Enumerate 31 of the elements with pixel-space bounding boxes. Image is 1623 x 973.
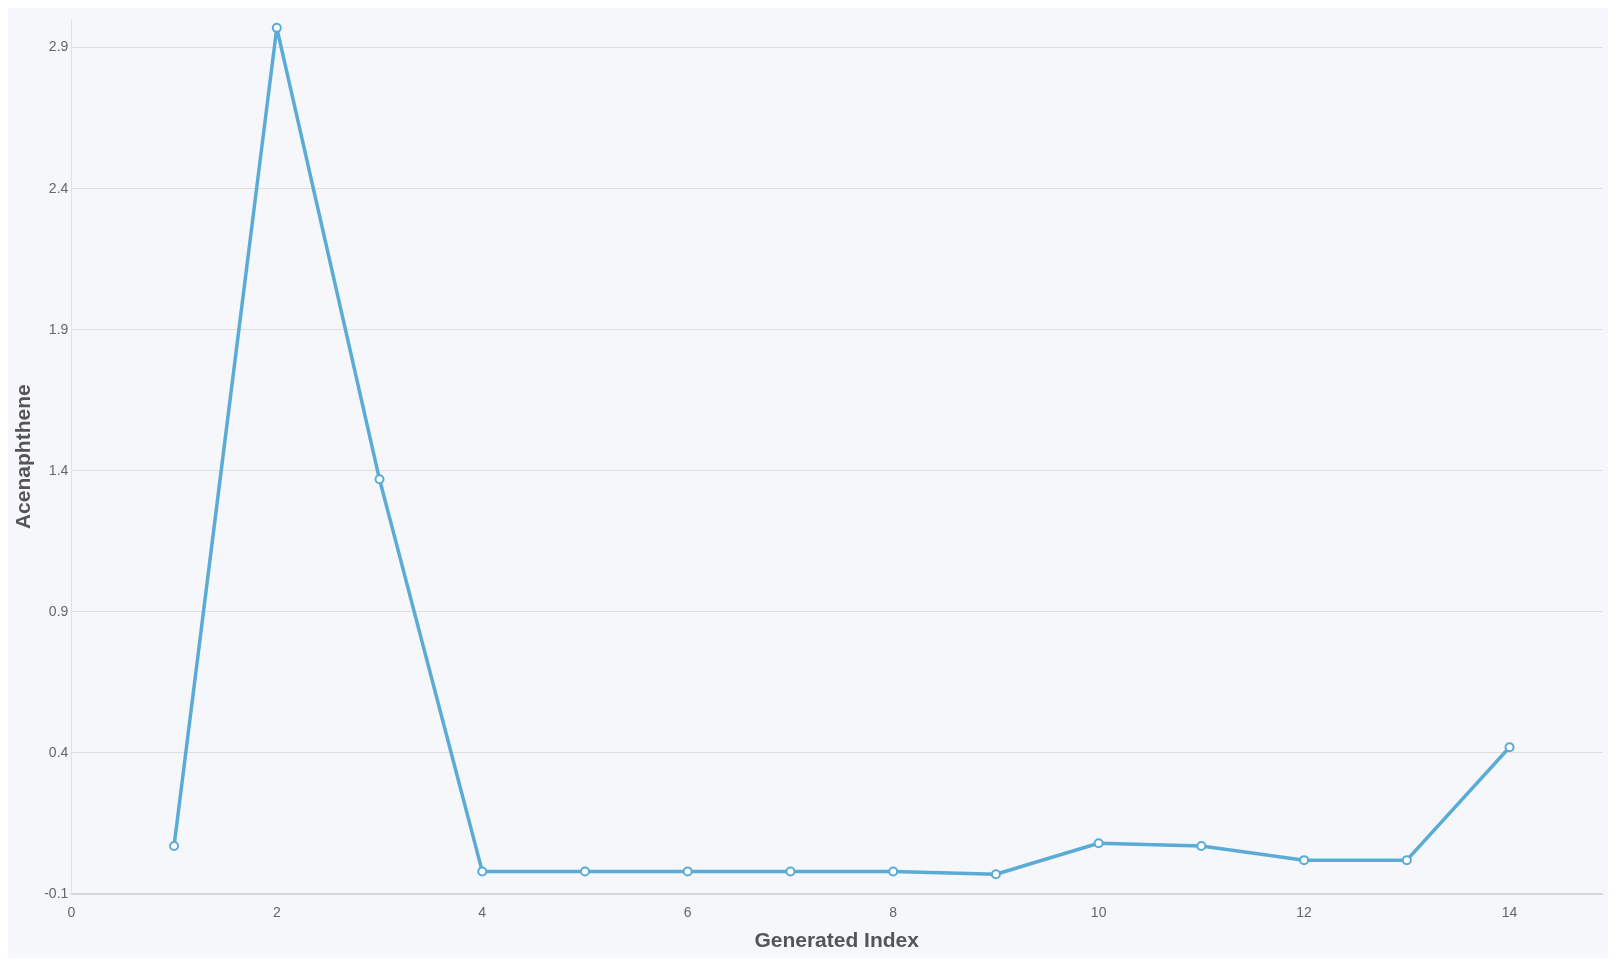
y-tick-label: 2.4: [48, 179, 69, 196]
point: [477, 866, 488, 877]
point: [785, 866, 796, 877]
y-tick-label: 1.4: [48, 461, 69, 478]
x-tick-label: 14: [1501, 904, 1518, 921]
y-axis-title: Acenaphthene: [11, 384, 35, 530]
point: [1504, 742, 1515, 753]
x-tick-label: 6: [683, 904, 692, 921]
x-tick-label: 0: [67, 904, 76, 921]
x-tick-label: 12: [1296, 904, 1313, 921]
point: [374, 474, 385, 485]
point: [271, 22, 282, 33]
y-tick-label: 1.9: [48, 320, 69, 337]
point: [1401, 855, 1412, 866]
x-axis-title: Generated Index: [754, 928, 920, 952]
y-tick-label: -0.1: [44, 884, 69, 901]
y-tick-label: 0.4: [48, 743, 69, 760]
x-tick-label: 10: [1090, 904, 1107, 921]
point: [1196, 841, 1207, 852]
y-tick-label: 0.9: [48, 602, 69, 619]
point: [990, 869, 1001, 880]
y-tick-label: 2.9: [48, 38, 69, 55]
x-tick-label: 8: [889, 904, 898, 921]
point: [1093, 838, 1104, 849]
point: [888, 866, 899, 877]
x-tick-label: 2: [272, 904, 281, 921]
point: [169, 841, 180, 852]
point: [579, 866, 590, 877]
point: [1299, 855, 1310, 866]
x-tick-label: 4: [478, 904, 487, 921]
point: [682, 866, 693, 877]
